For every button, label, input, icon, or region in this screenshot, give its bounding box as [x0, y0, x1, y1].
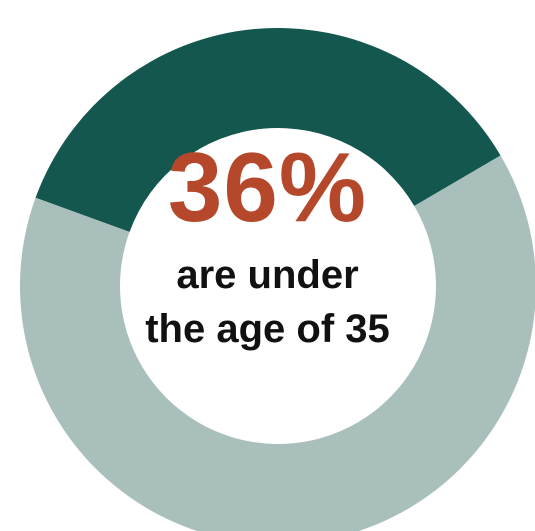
caption-line-1: are under [0, 252, 535, 298]
highlight-percentage: 36% [0, 132, 535, 242]
caption-line-2: the age of 35 [0, 306, 535, 352]
